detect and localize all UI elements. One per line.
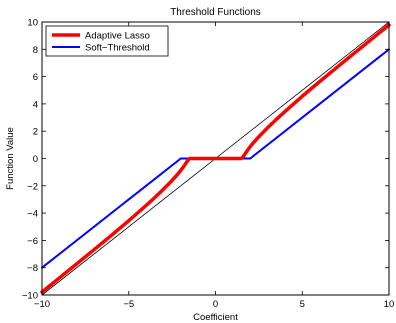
x-axis-label: Coefficient [193,312,238,323]
x-tick-label: −5 [123,299,134,310]
x-tick-label: 5 [300,299,305,310]
y-tick-label: 6 [33,72,38,83]
legend: Adaptive Lasso Soft−Threshold [45,25,169,57]
legend-label-soft-threshold: Soft−Threshold [85,43,150,54]
y-tick-label: 0 [33,154,38,165]
y-tick-label: −4 [27,209,38,220]
x-tick-label: 0 [213,299,218,310]
y-tick-label: 8 [33,45,38,56]
series-line-adaptive-lasso [40,23,391,294]
y-tick-label: −2 [27,181,38,192]
x-tick-label: 10 [384,299,395,310]
legend-label-adaptive-lasso: Adaptive Lasso [85,31,150,42]
plot-content [40,21,391,296]
y-tick-label: −6 [27,236,38,247]
y-tick-label: 2 [33,127,38,138]
y-tick-label: −10 [22,291,38,302]
x-tick-label: −10 [34,299,50,310]
legend-box [45,25,169,57]
y-axis-label: Function Value [5,127,16,190]
y-tick-label: 10 [27,18,38,29]
y-tick-label: 4 [33,99,38,110]
y-ticks: −10 −8 −6 −4 −2 0 2 4 6 8 10 [22,18,389,302]
chart-title: Threshold Functions [170,7,261,18]
y-tick-label: −8 [27,263,38,274]
x-ticks: −10 −5 0 5 10 [34,22,394,310]
